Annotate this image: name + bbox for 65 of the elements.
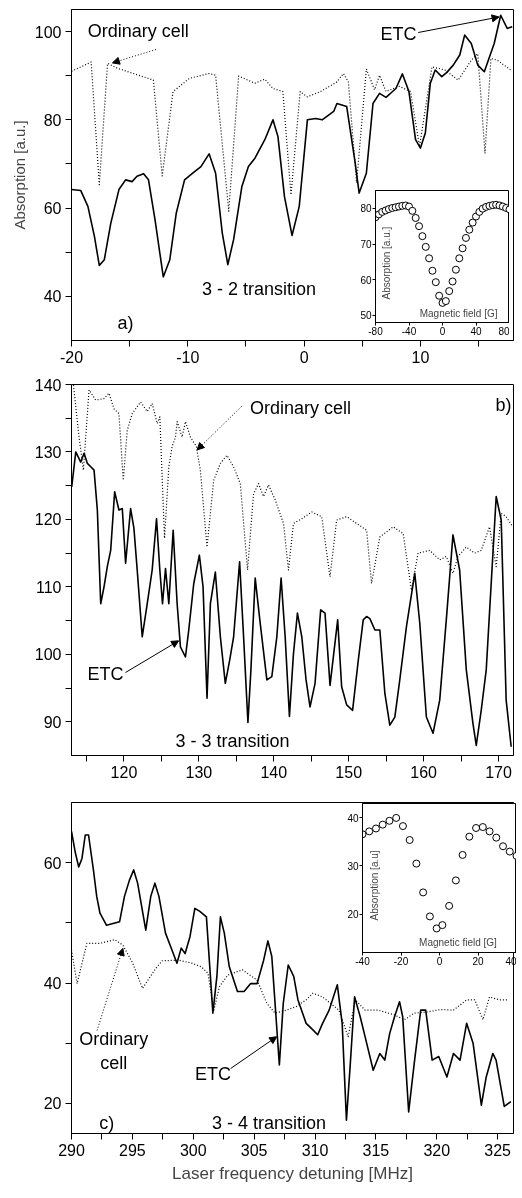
annotation: c) [99, 1112, 115, 1133]
annotation: a) [117, 312, 134, 333]
x-tick-label: -40 [355, 955, 371, 967]
x-tick-label: 160 [410, 763, 438, 781]
y-tick-label: 70 [360, 239, 372, 251]
x-tick-label: -20 [59, 348, 84, 366]
x-tick-label: 295 [119, 1141, 146, 1159]
x-axis-title: Magnetic field [G] [419, 936, 498, 948]
x-axis-title: Laser frequency detuning [MHz] [172, 1163, 413, 1183]
y-axis-title: Absorption [a.u] [369, 850, 381, 921]
y-tick-label: 120 [34, 511, 62, 529]
x-tick-label: 310 [301, 1141, 329, 1159]
x-tick-label: 120 [110, 763, 138, 781]
x-tick-label: 80 [498, 325, 510, 337]
x-tick-label: 315 [362, 1141, 390, 1159]
x-tick-label: 150 [335, 763, 363, 781]
annotation: b) [495, 394, 512, 415]
y-axis-title: Absorption [a.u.] [380, 226, 392, 300]
x-tick-label: 325 [484, 1141, 512, 1159]
annotation: 3 - 3 transition [175, 730, 290, 751]
x-tick-label: 300 [179, 1141, 207, 1159]
y-tick-label: 130 [34, 443, 62, 461]
y-tick-label: 100 [34, 23, 62, 41]
x-tick-label: -20 [393, 955, 409, 967]
annotation: ETC [380, 23, 417, 44]
x-tick-label: 290 [58, 1141, 85, 1159]
x-tick-label: -80 [368, 325, 384, 337]
annotation: 3 - 4 transition [211, 1112, 326, 1133]
x-tick-label: 170 [485, 763, 512, 781]
x-tick-label: 130 [185, 763, 213, 781]
y-tick-label: 60 [360, 274, 372, 286]
y-tick-label: 40 [43, 975, 62, 993]
x-tick-label: 0 [299, 348, 309, 366]
x-tick-label: 20 [472, 955, 484, 967]
annotation: Ordinary cell [87, 20, 189, 41]
x-tick-label: 140 [260, 763, 288, 781]
x-tick-label: 10 [411, 348, 430, 366]
x-tick-label: -40 [401, 325, 417, 337]
x-axis-title: Magnetic field [G] [419, 307, 498, 319]
y-tick-label: 40 [347, 812, 359, 824]
x-tick-label: 305 [240, 1141, 268, 1159]
annotation: Ordinary cell [249, 397, 352, 418]
y-tick-label: 30 [347, 860, 359, 872]
y-tick-label: 20 [347, 909, 359, 921]
y-tick-label: 140 [34, 376, 62, 394]
y-tick-label: 110 [35, 578, 62, 596]
y-tick-label: 50 [360, 310, 372, 322]
y-tick-label: 80 [43, 111, 62, 129]
y-tick-label: 100 [34, 646, 62, 664]
annotation: 3 - 2 transition [202, 278, 317, 299]
y-tick-label: 40 [43, 288, 62, 306]
annotation: ETC [87, 663, 124, 684]
x-tick-label: -10 [176, 348, 200, 366]
y-axis-title: Absorption [a.u.] [10, 120, 28, 230]
annotation: Ordinary cell [79, 1028, 149, 1073]
y-tick-label: 60 [43, 200, 62, 218]
x-tick-label: 40 [470, 325, 482, 337]
x-tick-label: 0 [436, 955, 443, 967]
y-tick-label: 20 [43, 1095, 62, 1113]
x-tick-label: 0 [439, 325, 446, 337]
y-tick-label: 90 [43, 713, 62, 731]
x-tick-label: 320 [423, 1141, 451, 1159]
annotation: ETC [194, 1063, 231, 1084]
y-tick-label: 80 [360, 203, 372, 215]
y-tick-label: 60 [43, 854, 62, 872]
